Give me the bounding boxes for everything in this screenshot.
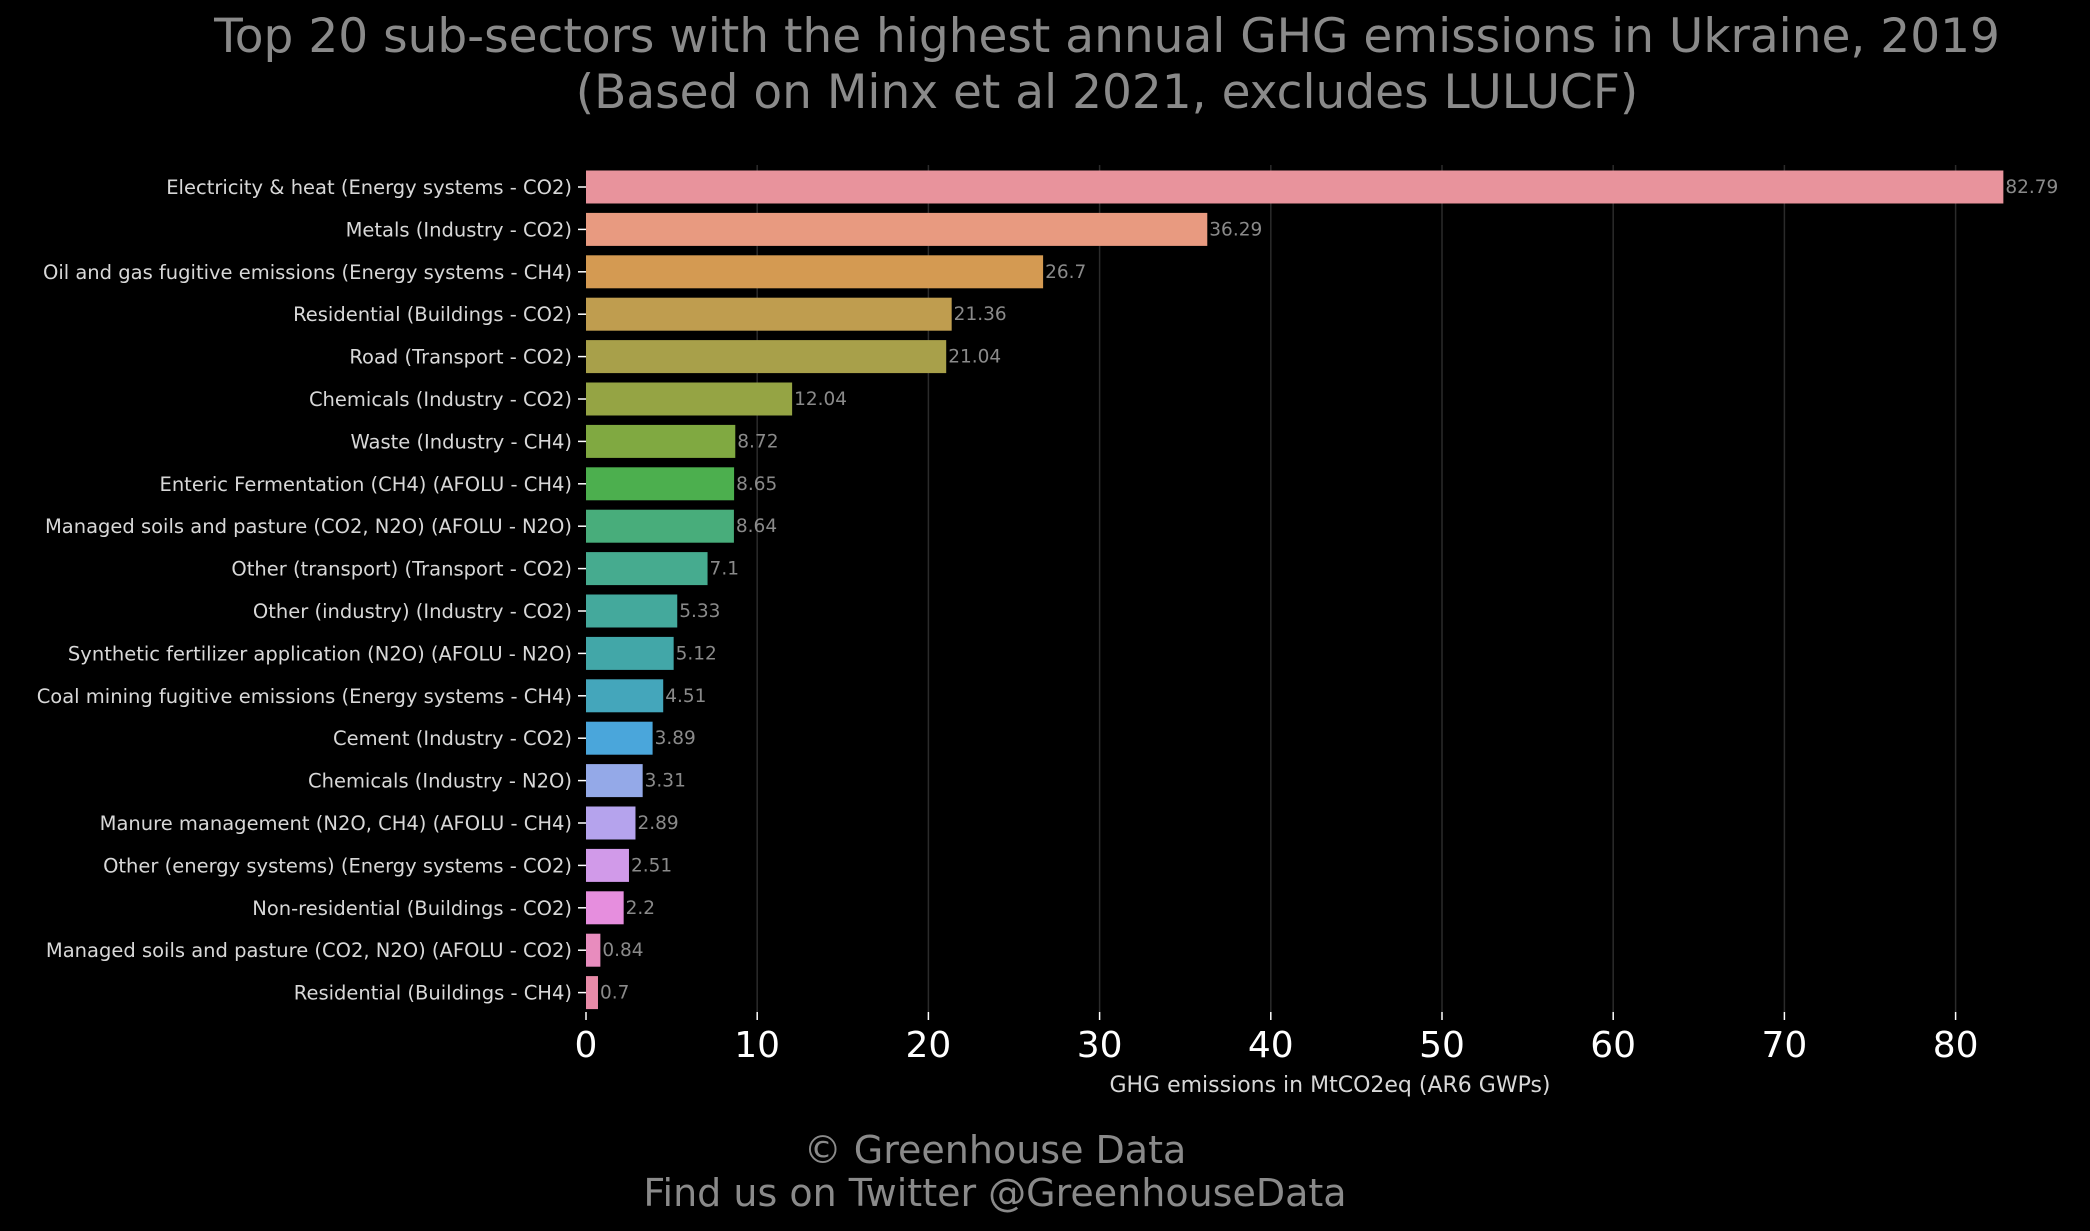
gridlines: [756, 165, 1957, 1012]
bar-value-label: 3.89: [655, 728, 696, 749]
category-label: Other (transport) (Transport - CO2): [231, 558, 572, 581]
x-tick-label: 70: [1761, 1025, 1807, 1066]
bar-value-label: 2.51: [631, 855, 672, 876]
bar-value-label: 3.31: [645, 771, 686, 792]
x-tick-label: 20: [905, 1025, 951, 1066]
bar-value-label: 0.7: [600, 983, 629, 1004]
category-labels: Electricity & heat (Energy systems - CO2…: [37, 176, 586, 1005]
bar: [586, 976, 598, 1010]
category-label: Enteric Fermentation (CH4) (AFOLU - CH4): [160, 473, 573, 496]
x-axis-ticks: 0 10 20 30 40 50 60 70 80: [575, 1012, 1979, 1066]
category-label: Residential (Buildings - CO2): [293, 303, 572, 326]
bar-value-label: 12.04: [794, 389, 847, 410]
bar: [586, 891, 624, 925]
category-label: Residential (Buildings - CH4): [294, 982, 572, 1005]
category-label: Other (energy systems) (Energy systems -…: [103, 854, 572, 877]
category-label: Road (Transport - CO2): [349, 346, 572, 369]
category-label: Non-residential (Buildings - CO2): [252, 897, 572, 920]
bar: [586, 509, 734, 543]
category-label: Coal mining fugitive emissions (Energy s…: [37, 685, 572, 708]
bar: [586, 424, 736, 458]
category-label: Chemicals (Industry - N2O): [308, 770, 572, 793]
bar: [586, 212, 1208, 246]
bar-value-label: 4.51: [665, 686, 706, 707]
category-label: Managed soils and pasture (CO2, N2O) (AF…: [46, 939, 572, 962]
footer-copyright: © Greenhouse Data: [804, 1128, 1187, 1172]
bar: [586, 933, 601, 967]
bar-value-label: 2.2: [626, 898, 655, 919]
x-tick-label: 30: [1077, 1025, 1123, 1066]
bar-value-label: 8.65: [736, 474, 777, 495]
x-tick-label: 10: [734, 1025, 780, 1066]
chart-title-line2: (Based on Minx et al 2021, excludes LULU…: [576, 65, 1638, 120]
x-axis-label: GHG emissions in MtCO2eq (AR6 GWPs): [1109, 1073, 1550, 1098]
bar: [586, 721, 653, 755]
x-tick-label: 80: [1933, 1025, 1979, 1066]
category-label: Metals (Industry - CO2): [346, 218, 572, 241]
bar-value-label: 21.36: [954, 304, 1007, 325]
chart-title-line1: Top 20 sub-sectors with the highest annu…: [213, 9, 2000, 64]
x-tick-label: 0: [575, 1025, 598, 1066]
bar: [586, 848, 629, 882]
bar-value-label: 8.72: [737, 431, 778, 452]
x-tick-label: 50: [1419, 1025, 1465, 1066]
bar: [586, 170, 2004, 204]
footer-twitter: Find us on Twitter @GreenhouseData: [643, 1171, 1346, 1215]
category-label: Other (industry) (Industry - CO2): [253, 600, 572, 623]
bar: [586, 467, 735, 501]
bar-value-label: 0.84: [602, 940, 643, 961]
bars: [586, 170, 2004, 1010]
bar-value-label: 8.64: [736, 516, 777, 537]
bar: [586, 297, 952, 331]
bar: [586, 679, 664, 713]
bar-value-label: 21.04: [948, 347, 1001, 368]
bar: [586, 340, 947, 374]
bar: [586, 255, 1044, 289]
bar: [586, 806, 636, 840]
bar-value-label: 82.79: [2005, 177, 2058, 198]
category-label: Waste (Industry - CH4): [350, 430, 572, 453]
bar-value-label: 2.89: [637, 813, 678, 834]
bar-value-label: 5.33: [679, 601, 720, 622]
category-label: Synthetic fertilizer application (N2O) (…: [68, 642, 572, 665]
bar: [586, 382, 793, 416]
x-tick-label: 60: [1590, 1025, 1636, 1066]
bar-value-label: 5.12: [676, 643, 717, 664]
bar-value-label: 7.1: [710, 559, 739, 580]
bar: [586, 594, 678, 628]
category-label: Oil and gas fugitive emissions (Energy s…: [43, 261, 572, 284]
x-tick-label: 40: [1248, 1025, 1294, 1066]
category-label: Electricity & heat (Energy systems - CO2…: [166, 176, 572, 199]
bar: [586, 764, 643, 798]
category-label: Manure management (N2O, CH4) (AFOLU - CH…: [100, 812, 572, 835]
category-label: Managed soils and pasture (CO2, N2O) (AF…: [45, 515, 572, 538]
bar: [586, 552, 708, 586]
category-label: Chemicals (Industry - CO2): [309, 388, 572, 411]
bar-value-label: 26.7: [1045, 262, 1086, 283]
bar: [586, 636, 674, 670]
category-label: Cement (Industry - CO2): [333, 727, 572, 750]
bar-value-label: 36.29: [1209, 219, 1262, 240]
value-labels: 82.79 36.29 26.7 21.36 21.04 12.04 8.72 8.65 8.6…: [600, 177, 2058, 1004]
